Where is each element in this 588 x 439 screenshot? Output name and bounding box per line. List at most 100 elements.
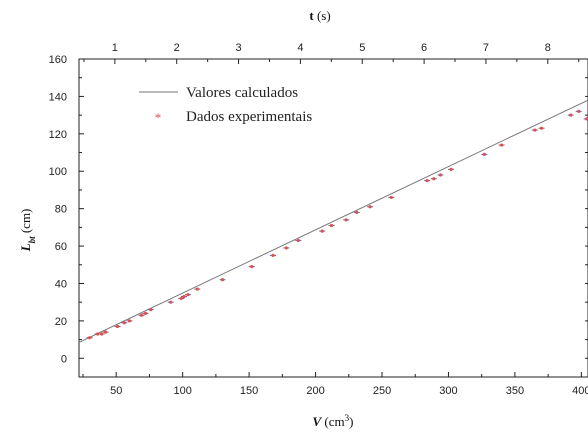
point-marker	[355, 210, 359, 214]
point-marker	[88, 336, 92, 340]
experimental-point	[283, 246, 290, 250]
experimental-point	[295, 238, 302, 243]
point-marker	[139, 313, 144, 317]
experimental-point	[583, 117, 588, 121]
x-tick-label: 150	[240, 385, 258, 397]
legend-label-calculated: Valores calculados	[186, 85, 298, 101]
experimental-point	[138, 313, 145, 317]
y-tick-label: 40	[55, 278, 67, 290]
point-marker	[149, 308, 153, 312]
experimental-point	[98, 332, 105, 336]
experimental-point	[328, 223, 335, 228]
point-marker	[143, 311, 148, 315]
legend-label-experimental: Dados experimentais	[186, 109, 312, 125]
point-marker	[195, 287, 199, 291]
experimental-point	[430, 177, 437, 181]
x-tick-label: 100	[173, 385, 191, 397]
top-tick-label: 4	[297, 42, 303, 54]
calculated-line	[78, 99, 588, 343]
y-tick-label: 80	[55, 204, 67, 216]
experimental-point	[367, 205, 374, 209]
top-tick-label: 7	[483, 42, 489, 54]
point-marker	[182, 294, 186, 299]
point-marker	[127, 319, 132, 323]
point-marker	[533, 128, 537, 132]
experimental-point	[86, 336, 93, 340]
y-tick-label: 160	[49, 54, 67, 66]
experimental-point	[437, 173, 444, 177]
experimental-point	[388, 195, 395, 200]
point-marker	[329, 223, 334, 228]
experimental-point	[219, 278, 226, 282]
point-marker	[482, 152, 486, 156]
top-tick-label: 8	[545, 42, 551, 54]
point-marker	[425, 178, 429, 183]
point-marker	[169, 300, 173, 304]
point-marker	[115, 324, 120, 329]
experimental-point	[121, 321, 128, 325]
experimental-point	[180, 294, 187, 299]
experimental-point	[343, 218, 350, 222]
experimental-point	[424, 178, 431, 183]
top-tick-label: 5	[359, 42, 365, 54]
point-marker	[389, 195, 393, 200]
point-marker	[103, 330, 108, 334]
experimental-point	[184, 293, 191, 297]
point-marker	[250, 265, 254, 269]
legend: Valores calculados * Dados experimentais	[139, 85, 312, 125]
point-marker	[368, 205, 372, 209]
point-marker	[438, 173, 443, 177]
top-tick-label: 3	[236, 42, 242, 54]
experimental-point	[567, 113, 574, 117]
experimental-point	[114, 324, 121, 329]
top-tick-label: 6	[421, 42, 427, 54]
x-tick-label: 200	[306, 385, 324, 397]
point-marker	[99, 332, 104, 336]
point-marker	[284, 246, 288, 250]
experimental-point	[178, 296, 185, 301]
series-layer	[78, 99, 588, 343]
experimental-point	[448, 167, 455, 171]
y-tick-label: 20	[55, 316, 67, 328]
experimental-point	[538, 126, 545, 130]
experimental-point	[126, 319, 133, 323]
point-marker	[320, 229, 324, 233]
experimental-point	[142, 311, 149, 315]
y-tick-label: 140	[49, 91, 67, 103]
point-marker	[344, 218, 348, 222]
top-tick-label: 1	[112, 42, 118, 54]
point-marker	[432, 177, 436, 181]
plot-frame	[78, 58, 588, 378]
top-axis: 1 2 3 4 5 6 7 8	[83, 42, 580, 64]
x-tick-label: 250	[373, 385, 391, 397]
experimental-point	[167, 300, 174, 304]
point-marker	[585, 117, 588, 121]
experimental-point	[194, 287, 201, 291]
point-marker	[96, 332, 100, 336]
top-tick-label: 2	[174, 42, 180, 54]
experimental-point	[481, 152, 488, 156]
y-axis-title: Lbt (cm)	[18, 209, 37, 253]
point-marker	[577, 109, 581, 113]
x-tick-label: 300	[439, 385, 457, 397]
point-marker	[220, 278, 225, 282]
experimental-point	[248, 265, 255, 269]
legend-point-swatch: *	[155, 110, 162, 125]
point-marker	[122, 321, 126, 325]
x-tick-label: 400	[572, 385, 588, 397]
x-tick-label: 50	[110, 385, 122, 397]
experimental-point	[102, 330, 109, 334]
top-axis-title: t (s)	[309, 8, 330, 23]
bottom-axis: 50 100 150 200 250 300 350 400	[82, 372, 588, 397]
y-tick-label: 100	[49, 166, 67, 178]
point-marker	[271, 253, 275, 258]
y-tick-label: 120	[49, 129, 67, 141]
point-marker	[539, 126, 544, 130]
experimental-point	[531, 128, 538, 132]
point-marker	[569, 113, 573, 117]
x-tick-label: 350	[506, 385, 524, 397]
experimental-point	[498, 143, 505, 147]
experimental-point	[270, 253, 277, 258]
experimental-point	[353, 210, 360, 214]
